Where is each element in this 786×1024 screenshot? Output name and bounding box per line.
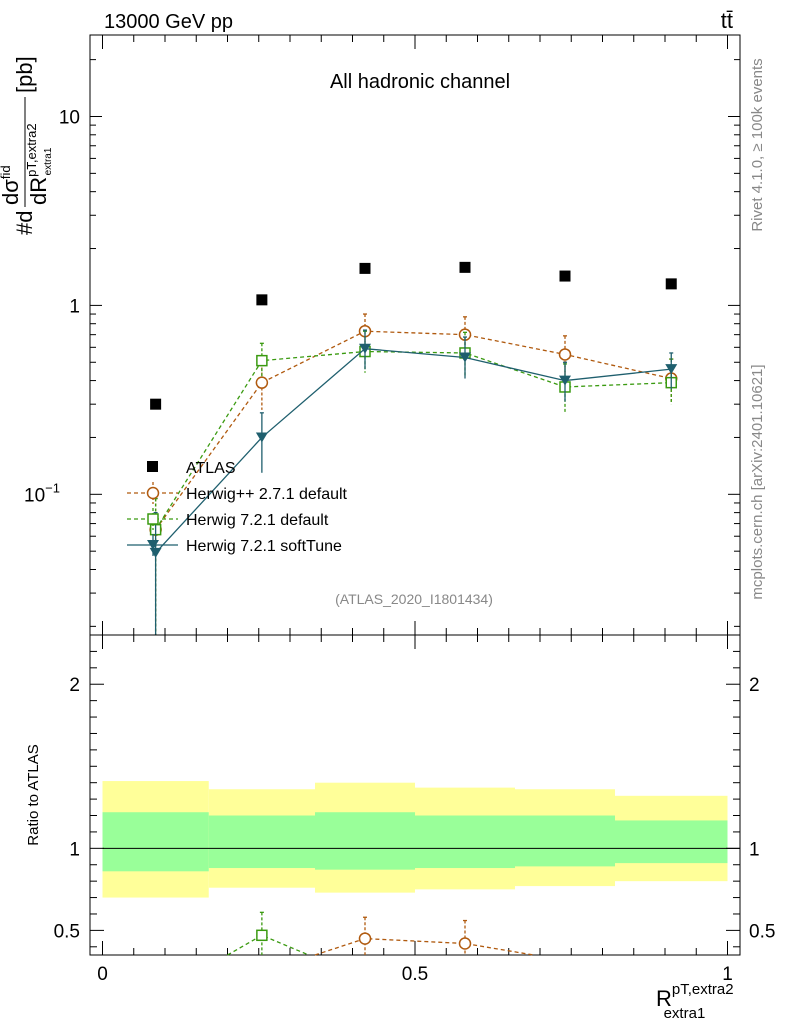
green-band-1 (208, 815, 315, 869)
ylabel-hash: #d (12, 211, 37, 235)
top-panel: All hadronic channel (ATLAS_2020_I180143… (0, 34, 741, 636)
green-band-0 (102, 812, 209, 872)
data-point-3-1 (255, 432, 268, 443)
xlabel-sub: extra1 (664, 1005, 706, 1022)
ylabel-dr: dR (26, 177, 51, 205)
data-point-0-0 (150, 398, 162, 410)
series-0 (150, 261, 677, 410)
data-point-0-2 (359, 262, 371, 274)
bottom-panel: 0.5 0.5 1 1 2 2 0 0.5 1 Ratio to ATLAS RpT,extra… (25, 634, 775, 1022)
y-tick-label-bottom-right-1: 1 (749, 839, 760, 860)
y-tick-label-top-0: 10−1 (24, 480, 60, 506)
y-tick-label-top-1: 1 (69, 296, 80, 317)
svg-text:[pb]: [pb] (12, 56, 37, 93)
y-axis-label-bottom: Ratio to ATLAS (25, 744, 42, 845)
svg-text:dσfid: dσfid (0, 165, 23, 205)
legend-marker-herwigpp (146, 486, 160, 500)
data-point-3-2 (359, 343, 371, 354)
data-point-3-5 (665, 364, 678, 375)
chart-title: All hadronic channel (330, 71, 510, 93)
ratio-connecting-lines (227, 934, 534, 956)
legend-marker-herwig7-default (147, 513, 159, 525)
series-line-2 (155, 350, 672, 531)
xlabel-sup: pT,extra2 (672, 981, 734, 998)
ylabel-subsub: extra1 (43, 147, 54, 175)
series-3 (149, 329, 678, 635)
y-tick-label-bottom-left-1: 1 (69, 839, 80, 860)
series-line-3 (155, 348, 672, 554)
data-point-1-1 (255, 376, 269, 389)
data-point-0-3 (459, 261, 471, 273)
ylabel-dsigma: dσ (0, 179, 23, 205)
ratio-points (227, 911, 534, 956)
green-band-5 (615, 820, 728, 864)
ratio-point-1-1 (458, 937, 472, 950)
ratio-bands (102, 781, 740, 898)
data-point-0-4 (559, 270, 571, 282)
x-tick-label-2: 1 (722, 964, 733, 985)
legend-label-atlas: ATLAS (186, 460, 236, 477)
data-point-3-4 (559, 375, 571, 386)
bottom-ticks: 0.5 0.5 1 1 2 2 0 0.5 1 (54, 635, 775, 985)
data-point-3-3 (459, 352, 471, 363)
data-point-1-4 (558, 348, 572, 361)
ratio-point-1-0 (358, 932, 372, 945)
legend-label-herwig7-softtune: Herwig 7.2.1 softTune (186, 538, 342, 555)
process-label: tt̄ (721, 8, 733, 33)
y-tick-label-bottom-left-0: 0.5 (54, 921, 80, 942)
data-point-0-5 (665, 278, 677, 290)
y-axis-label-top: #d dσfid dRpT,extra2 extra1 [pb] (0, 56, 54, 235)
collision-label: 13000 GeV pp (104, 11, 233, 33)
analysis-tag: (ATLAS_2020_I1801434) (335, 591, 493, 607)
ylabel-unit: [pb] (12, 56, 37, 93)
x-axis-label: RpT,extra2 extra1 (656, 981, 734, 1022)
y-tick-label-bottom-right-0: 0.5 (749, 921, 775, 942)
series-line-1 (155, 330, 672, 531)
svg-text:#d: #d (12, 211, 37, 235)
x-tick-label-0: 0 (97, 964, 108, 985)
legend-marker-herwig7-softtune (147, 540, 159, 550)
mcplots-source-label: mcplots.cern.ch [arXiv:2401.10621] (749, 364, 766, 599)
rivet-version-label: Rivet 4.1.0, ≥ 100k events (749, 58, 766, 231)
y-tick-label-bottom-left-2: 2 (69, 675, 80, 696)
legend-label-herwig7-default: Herwig 7.2.1 default (186, 512, 329, 529)
y-tick-label-top-2: 10 (59, 107, 80, 128)
green-band-3 (415, 815, 515, 869)
data-point-0-1 (256, 294, 268, 306)
legend-marker-atlas (147, 461, 158, 472)
ylabel-sub: pT,extra2 (24, 123, 39, 176)
green-band-2 (315, 812, 415, 870)
green-band-4 (515, 815, 615, 867)
xlabel-main: R (656, 986, 672, 1011)
x-tick-label-1: 0.5 (402, 964, 428, 985)
y-tick-exponent: −1 (45, 480, 60, 495)
data-point-2-1 (256, 354, 268, 367)
ratio-line-herwigpp (314, 937, 534, 956)
legend-label-herwigpp: Herwig++ 2.7.1 default (186, 486, 348, 503)
ratio-point-0-0 (256, 929, 268, 942)
top-data-series (149, 261, 678, 635)
ylabel-fid: fid (0, 165, 13, 179)
y-tick-label-bottom-right-2: 2 (749, 675, 760, 696)
data-point-3-0 (149, 547, 162, 558)
legend: ATLAS Herwig++ 2.7.1 default Herwig 7.2.… (127, 460, 348, 556)
ratio-line-herwig7-default (227, 934, 310, 956)
